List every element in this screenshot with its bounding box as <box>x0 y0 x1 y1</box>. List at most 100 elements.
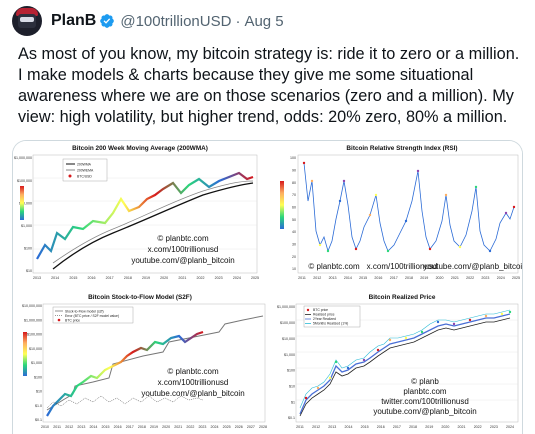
chart-marker <box>368 213 372 217</box>
axis-tick-label: 2024 <box>506 425 514 429</box>
watermark-line: © planbtc.com <box>157 234 209 243</box>
axis-tick-label: 2018 <box>405 276 413 280</box>
axis-tick-label: $100 <box>24 247 32 251</box>
watermark-line: © planbtc.com <box>308 262 360 271</box>
axis-tick-label: $10 <box>289 384 295 388</box>
chart-marker <box>404 219 408 223</box>
watermark: © planbtc.com x.com/100trillionusd youtu… <box>308 262 522 271</box>
axis-tick-label: 2027 <box>247 425 255 429</box>
axis-tick-label: 2023 <box>481 276 489 280</box>
axis-tick-label: 2019 <box>425 425 433 429</box>
btc-price-line <box>36 171 254 260</box>
chart-marker <box>326 249 330 253</box>
axis-tick-label: 2025 <box>251 276 259 280</box>
legend-label: 2Year Realized <box>313 317 336 321</box>
chart-200wma[interactable]: Bitcoin 200 Week Moving Average (200WMA)… <box>13 141 267 287</box>
axis-tick-label: 2021 <box>174 425 182 429</box>
axis-tick-label: 2017 <box>390 276 398 280</box>
axis-tick-label: 2020 <box>162 425 170 429</box>
legend-label: Stock-to-Flow model (s2f) <box>65 309 104 313</box>
chart-marker <box>444 193 448 197</box>
axis-tick-label: 2011 <box>296 425 304 429</box>
axis-tick-label: $100,000 <box>17 179 32 183</box>
axis-tick-label: 2013 <box>329 276 337 280</box>
legend-label: 5Months Realized (1%) <box>313 322 348 326</box>
axis-tick-label: 2015 <box>361 425 369 429</box>
axis-tick-label: 2013 <box>328 425 336 429</box>
chart-marker <box>452 322 456 326</box>
axis-tick-label: 2024 <box>497 276 505 280</box>
chart-title: Bitcoin Relative Strength Index (RSI) <box>346 145 457 152</box>
axis-tick-label: 2011 <box>53 425 61 429</box>
chart-marker <box>436 320 440 324</box>
watermark: © planbtc.com x.com/100trillionusd youtu… <box>141 367 244 398</box>
axis-tick-label: 2010 <box>41 425 49 429</box>
avatar[interactable] <box>12 6 42 36</box>
chart-marker <box>488 249 492 253</box>
axis-tick-label: 2021 <box>451 276 459 280</box>
watermark-line: © planbtc.com <box>167 367 219 376</box>
axis-tick-label: 2013 <box>77 425 85 429</box>
chart-marker <box>508 310 512 314</box>
chart-rsi[interactable]: Bitcoin Relative Strength Index (RSI) 10… <box>270 141 522 287</box>
btc-price-line <box>46 330 204 417</box>
axis-tick-label: 80 <box>292 181 296 185</box>
axis-tick-label: 2019 <box>142 276 150 280</box>
axis-tick-label: $10,000 <box>282 337 295 341</box>
axis-tick-label: $1,000,000 <box>14 156 32 160</box>
chart-marker <box>328 376 332 380</box>
axis-tick-label: 2013 <box>33 276 41 280</box>
chart-marker <box>474 185 478 189</box>
axis-tick-label: 2023 <box>198 425 206 429</box>
chart-marker <box>458 245 462 249</box>
axis-tick-label: $1,000,000 <box>24 318 42 322</box>
chart-realized-price[interactable]: Bitcoin Realized Price $1,000,000 $100,00… <box>270 290 522 434</box>
chart-s2f[interactable]: Bitcoin Stock-to-Flow Model (S2F) $10,00… <box>13 290 267 434</box>
axis-tick-label: 2015 <box>69 276 77 280</box>
axis-tick-label: 2026 <box>235 425 243 429</box>
axis-tick-label: $100 <box>34 375 42 379</box>
watermark-line: x.com/100trillionusd <box>158 378 229 387</box>
axis-tick-label: 2018 <box>409 425 417 429</box>
axis-tick-label: 2015 <box>102 425 110 429</box>
chart-marker <box>388 338 392 342</box>
legend-label: BTC price <box>65 318 80 322</box>
axis-tick-label: 2017 <box>393 425 401 429</box>
chart-marker <box>302 161 306 165</box>
chart-marker <box>468 318 472 322</box>
chart-marker <box>420 330 424 334</box>
axis-tick-label: $10,000 <box>19 201 32 205</box>
wma-line <box>52 182 254 270</box>
axis-tick-label: $1,000 <box>31 361 42 365</box>
axis-tick-label: 2020 <box>436 276 444 280</box>
axis-tick-label: 2015 <box>359 276 367 280</box>
axis-tick-label: 2016 <box>88 276 96 280</box>
chart-marker <box>338 199 342 203</box>
chart-marker <box>374 193 378 197</box>
author-name[interactable]: PlanB <box>51 12 97 29</box>
axis-tick-label: 2021 <box>178 276 186 280</box>
axis-tick-label: 2012 <box>65 425 73 429</box>
axis-tick-label: 2020 <box>160 276 168 280</box>
axis-tick-label: 2012 <box>313 276 321 280</box>
chart-marker <box>346 366 350 370</box>
axis-tick-label: 2020 <box>441 425 449 429</box>
axis-tick-label: 100 <box>290 156 296 160</box>
axis-tick-label: 2011 <box>298 276 306 280</box>
tweet-text: As most of you know, my bitcoin strategy… <box>18 45 520 126</box>
axis-tick-label: $10 <box>36 390 42 394</box>
axis-tick-label: 2016 <box>377 425 385 429</box>
chart-marker <box>342 179 346 183</box>
tweet-date[interactable]: Aug 5 <box>244 12 284 30</box>
axis-tick-label: $10,000,000 <box>22 304 42 308</box>
watermark-line: planbtc.com <box>403 387 446 396</box>
axis-tick-label: 2018 <box>138 425 146 429</box>
axis-tick-label: $1 <box>291 400 295 404</box>
axis-tick-label: 2018 <box>124 276 132 280</box>
axis-tick-label: 2025 <box>223 425 231 429</box>
axis-tick-label: 2014 <box>344 276 352 280</box>
avatar-mask <box>18 14 36 28</box>
author-handle[interactable]: @100trillionUSD <box>120 12 232 30</box>
axis-tick-label: 2019 <box>150 425 158 429</box>
chart-marker <box>386 249 390 253</box>
